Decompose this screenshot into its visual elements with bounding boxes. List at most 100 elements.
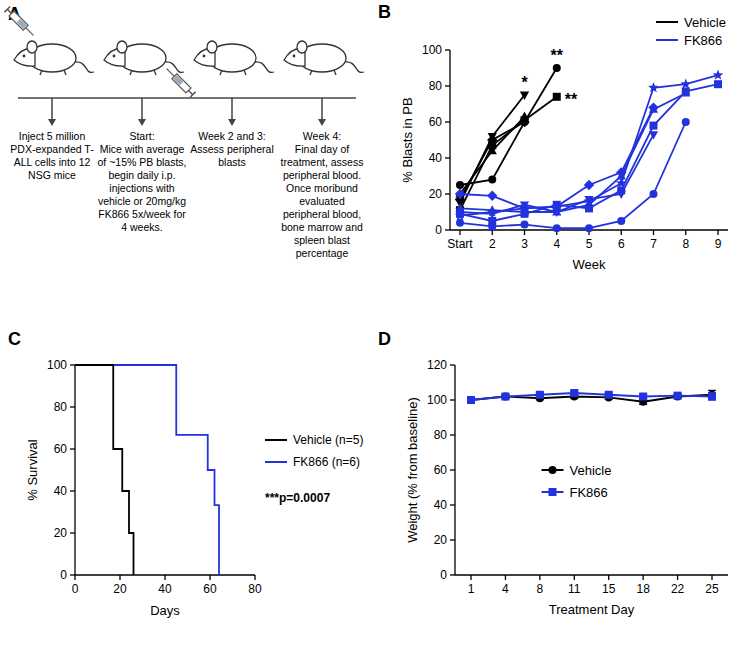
marker: [488, 176, 496, 184]
marker: [467, 396, 475, 404]
x-tick-label: 25: [705, 582, 719, 596]
x-axis: [455, 574, 728, 575]
marker: [455, 189, 465, 199]
marker: [708, 393, 716, 401]
marker: [487, 135, 497, 145]
x-tick: [711, 575, 712, 580]
x-tick-label: 2: [489, 237, 496, 251]
x-tick: [574, 575, 575, 580]
legend-marker: [549, 488, 557, 496]
arrow-head: [318, 119, 326, 126]
x-tick: [685, 230, 686, 235]
marker: [570, 389, 578, 397]
y-tick: [445, 157, 450, 158]
marker: [605, 391, 613, 399]
mouse-tail: [344, 62, 364, 73]
marker: [520, 112, 529, 120]
x-tick-label: 0: [72, 582, 79, 596]
x-tick: [524, 230, 525, 235]
syringe-fluid: [17, 19, 27, 29]
y-tick: [450, 364, 455, 365]
legend-label: Vehicle: [684, 15, 726, 30]
arrow-head: [228, 119, 236, 126]
arrow-head: [138, 119, 146, 126]
mouse-ear: [207, 41, 217, 53]
syringe-plunger: [188, 90, 192, 94]
timeline: [18, 97, 356, 99]
x-tick-label: 6: [618, 237, 625, 251]
step-title: Week 2 and 3:: [186, 130, 278, 143]
legend-label: FK866 (n=6): [293, 455, 360, 469]
legend-line: [656, 21, 678, 23]
y-tick: [450, 574, 455, 575]
annotation: *: [521, 74, 528, 91]
marker: [674, 393, 682, 401]
mouse-tail: [254, 62, 274, 73]
x-tick-label: 40: [158, 582, 172, 596]
timeline-arrow: [321, 98, 323, 120]
x-tick: [621, 230, 622, 235]
y-tick: [70, 364, 75, 365]
mouse-foot: [64, 70, 66, 75]
marker: [650, 190, 658, 198]
marker: [536, 391, 544, 399]
marker: [585, 224, 593, 232]
marker: [639, 393, 647, 401]
syringe-icon: [164, 66, 196, 98]
marker: [650, 122, 658, 130]
step-body: Mice with average of ~15% PB blasts, beg…: [96, 143, 188, 234]
legend-label: FK866: [684, 33, 722, 48]
y-tick: [450, 399, 455, 400]
step-text: Start:Mice with average of ~15% PB blast…: [96, 130, 188, 234]
marker: [521, 221, 529, 229]
marker: [648, 82, 659, 92]
y-tick: [450, 434, 455, 435]
y-tick: [70, 406, 75, 407]
step-title: Start:: [96, 130, 188, 143]
y-tick-label: 20: [429, 187, 443, 201]
syringe-icon: [4, 6, 36, 38]
panel-letter: D: [378, 329, 391, 349]
y-tick: [445, 121, 450, 122]
timeline-arrow: [141, 98, 143, 120]
y-tick: [70, 490, 75, 491]
step-title: Week 4:: [276, 130, 368, 143]
x-tick: [642, 575, 643, 580]
mouse-icon: [284, 41, 364, 75]
y-tick: [70, 574, 75, 575]
series-line: [460, 108, 654, 209]
x-tick: [539, 575, 540, 580]
x-tick-label: 7: [650, 237, 657, 251]
mouse-foot: [244, 70, 246, 75]
panel-b: B020406080100Start23456789Week% Blasts i…: [378, 2, 728, 272]
step-text: Inject 5 million PDX-expanded T-ALL cell…: [6, 130, 98, 182]
syringe-barrel: [172, 74, 191, 93]
marker: [649, 131, 658, 139]
figure: AB020406080100Start23456789Week% Blasts …: [0, 0, 747, 658]
step-text: Week 2 and 3:Assess peripheral blasts: [186, 130, 278, 169]
legend-line: [265, 461, 287, 463]
series-line: [460, 95, 525, 203]
marker: [584, 200, 593, 208]
x-tick: [459, 230, 460, 235]
mouse-icon: [14, 41, 94, 75]
x-axis-title: Treatment Day: [549, 602, 635, 617]
legend-label: FK866: [570, 485, 608, 500]
canvas: AB020406080100Start23456789Week% Blasts …: [0, 0, 747, 658]
timeline-arrow: [231, 98, 233, 120]
marker: [520, 92, 529, 100]
y-tick: [445, 229, 450, 230]
x-tick-label: 22: [671, 582, 685, 596]
y-tick-label: 100: [422, 43, 442, 57]
x-tick: [677, 575, 678, 580]
y-tick-label: 20: [54, 526, 68, 540]
series-line: [460, 93, 686, 212]
mouse-foot: [334, 70, 336, 75]
x-tick-label: 15: [602, 582, 616, 596]
mouse-ear: [27, 41, 37, 53]
y-tick: [445, 49, 450, 50]
y-tick-label: 60: [429, 115, 443, 129]
marker: [674, 392, 682, 400]
mouse-icon: [194, 41, 274, 75]
legend-label: Vehicle: [570, 463, 612, 478]
